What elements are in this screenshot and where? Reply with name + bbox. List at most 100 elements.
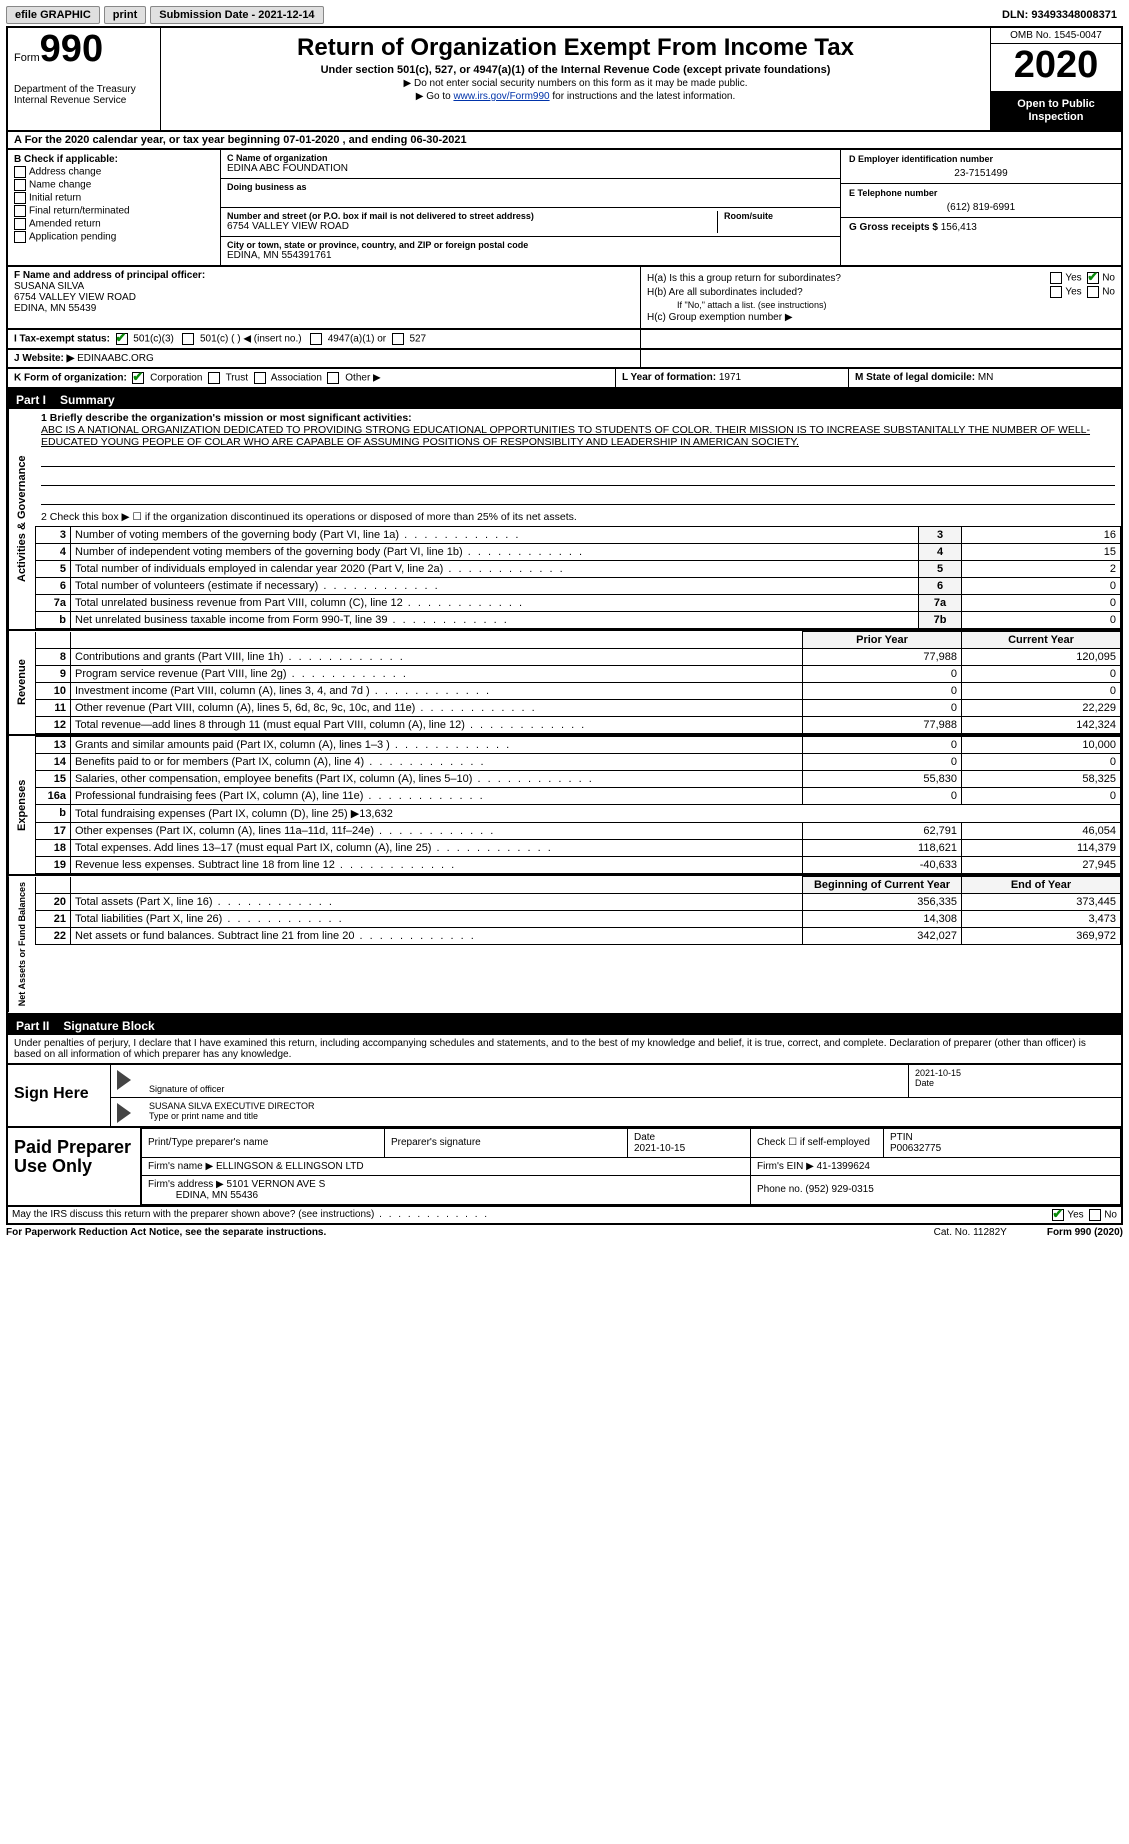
cb-association[interactable] <box>254 372 266 384</box>
table-row: 15Salaries, other compensation, employee… <box>36 771 1121 788</box>
cb-4947[interactable] <box>310 333 322 345</box>
row-a-tax-year: A For the 2020 calendar year, or tax yea… <box>6 132 1123 150</box>
ein-value: 23-7151499 <box>849 168 1113 179</box>
form-header: Form990 Department of the Treasury Inter… <box>6 26 1123 132</box>
org-name: EDINA ABC FOUNDATION <box>227 163 834 174</box>
mission-label: 1 Briefly describe the organization's mi… <box>41 412 412 424</box>
table-row: bNet unrelated business taxable income f… <box>36 612 1121 629</box>
city-label: City or town, state or province, country… <box>227 240 834 250</box>
cb-amended-return[interactable] <box>14 218 26 230</box>
hb-no[interactable] <box>1087 286 1099 298</box>
phone-value: (612) 819-6991 <box>849 202 1113 213</box>
cb-trust[interactable] <box>208 372 220 384</box>
table-row: 13Grants and similar amounts paid (Part … <box>36 737 1121 754</box>
cb-initial-return[interactable] <box>14 192 26 204</box>
tax-year: 2020 <box>991 44 1121 92</box>
firm-addr1: 5101 VERNON AVE S <box>227 1179 326 1190</box>
expenses-table: 13Grants and similar amounts paid (Part … <box>35 736 1121 874</box>
sign-here-label: Sign Here <box>8 1065 111 1126</box>
table-row: 4Number of independent voting members of… <box>36 544 1121 561</box>
declaration-text: Under penalties of perjury, I declare th… <box>6 1035 1123 1065</box>
officer-addr2: EDINA, MN 55439 <box>14 303 96 314</box>
instructions-link[interactable]: www.irs.gov/Form990 <box>453 91 549 102</box>
officer-name: SUSANA SILVA <box>14 281 84 292</box>
cb-final-return[interactable] <box>14 205 26 217</box>
table-row: 8Contributions and grants (Part VIII, li… <box>36 649 1121 666</box>
form-subtitle: Under section 501(c), 527, or 4947(a)(1)… <box>169 64 982 76</box>
f-h-block: F Name and address of principal officer:… <box>6 267 1123 330</box>
firm-addr2: EDINA, MN 55436 <box>176 1190 258 1201</box>
table-row: 7aTotal unrelated business revenue from … <box>36 595 1121 612</box>
paperwork-notice: For Paperwork Reduction Act Notice, see … <box>6 1227 326 1238</box>
discuss-row: May the IRS discuss this return with the… <box>6 1207 1123 1225</box>
officer-label: F Name and address of principal officer: <box>14 270 205 281</box>
governance-table: 3Number of voting members of the governi… <box>35 526 1121 629</box>
table-row: 11Other revenue (Part VIII, column (A), … <box>36 700 1121 717</box>
table-row: bTotal fundraising expenses (Part IX, co… <box>36 805 1121 823</box>
cb-application-pending[interactable] <box>14 231 26 243</box>
cb-501c3[interactable] <box>116 333 128 345</box>
table-row: 5Total number of individuals employed in… <box>36 561 1121 578</box>
cb-name-change[interactable] <box>14 179 26 191</box>
table-row: 3Number of voting members of the governi… <box>36 527 1121 544</box>
tab-expenses: Expenses <box>8 736 35 874</box>
col-b-title: B Check if applicable: <box>14 154 118 165</box>
preparer-date: 2021-10-15 <box>634 1143 685 1154</box>
signature-arrow-icon <box>117 1070 131 1090</box>
part-i-header: Part ISummary <box>6 389 1123 409</box>
row-j: J Website: ▶ EDINAABC.ORG <box>6 350 1123 369</box>
gross-receipts-value: 156,413 <box>941 222 977 233</box>
efile-button[interactable]: efile GRAPHIC <box>6 6 100 24</box>
part-i-expenses: Expenses 13Grants and similar amounts pa… <box>6 736 1123 876</box>
cb-501c[interactable] <box>182 333 194 345</box>
preparer-name-label: Print/Type preparer's name <box>148 1137 268 1148</box>
mission-text: ABC IS A NATIONAL ORGANIZATION DEDICATED… <box>41 424 1090 448</box>
form-title: Return of Organization Exempt From Incom… <box>169 34 982 62</box>
gross-receipts-label: G Gross receipts $ <box>849 222 938 233</box>
part-i-governance: Activities & Governance 1 Briefly descri… <box>6 409 1123 631</box>
col-b-checkboxes: B Check if applicable: Address change Na… <box>8 150 221 265</box>
cb-527[interactable] <box>392 333 404 345</box>
typed-name: SUSANA SILVA EXECUTIVE DIRECTOR <box>149 1101 315 1111</box>
cat-number: Cat. No. 11282Y <box>934 1227 1007 1238</box>
page-footer: For Paperwork Reduction Act Notice, see … <box>6 1227 1123 1238</box>
table-row: 17Other expenses (Part IX, column (A), l… <box>36 823 1121 840</box>
self-employed-check[interactable]: Check ☐ if self-employed <box>757 1137 870 1148</box>
ha-no[interactable] <box>1087 272 1099 284</box>
cb-address-change[interactable] <box>14 166 26 178</box>
org-name-label: C Name of organization <box>227 153 834 163</box>
form-word: Form <box>14 52 40 64</box>
discuss-yes[interactable] <box>1052 1209 1064 1221</box>
dln-label: DLN: 93493348008371 <box>996 7 1123 23</box>
omb-number: OMB No. 1545-0047 <box>991 28 1121 44</box>
dba-label: Doing business as <box>227 182 834 192</box>
firm-phone: (952) 929-0315 <box>805 1184 873 1195</box>
table-row: 10Investment income (Part VIII, column (… <box>36 683 1121 700</box>
sig-date: 2021-10-15 <box>915 1068 961 1078</box>
discuss-no[interactable] <box>1089 1209 1101 1221</box>
tab-net-assets: Net Assets or Fund Balances <box>8 876 35 1012</box>
hb-yes[interactable] <box>1050 286 1062 298</box>
net-assets-table: Beginning of Current YearEnd of Year 20T… <box>35 876 1121 945</box>
table-row: 16aProfessional fundraising fees (Part I… <box>36 788 1121 805</box>
street-value: 6754 VALLEY VIEW ROAD <box>227 221 717 232</box>
row-i: I Tax-exempt status: 501(c)(3) 501(c) ( … <box>6 330 1123 350</box>
cb-other[interactable] <box>327 372 339 384</box>
sig-officer-label: Signature of officer <box>149 1084 224 1094</box>
part-i-revenue: Revenue Prior YearCurrent Year 8Contribu… <box>6 631 1123 736</box>
firm-ein: 41-1399624 <box>817 1161 870 1172</box>
line-2: 2 Check this box ▶ ☐ if the organization… <box>35 508 1121 526</box>
table-row: 6Total number of volunteers (estimate if… <box>36 578 1121 595</box>
ha-yes[interactable] <box>1050 272 1062 284</box>
h-c-question: H(c) Group exemption number ▶ <box>647 312 793 323</box>
row-k: K Form of organization: Corporation Trus… <box>6 369 1123 389</box>
h-b-note: If "No," attach a list. (see instruction… <box>677 300 1115 310</box>
print-button[interactable]: print <box>104 6 146 24</box>
discuss-question: May the IRS discuss this return with the… <box>12 1209 489 1220</box>
ssn-note: Do not enter social security numbers on … <box>169 78 982 89</box>
cb-corporation[interactable] <box>132 372 144 384</box>
website-value: EDINAABC.ORG <box>77 353 154 364</box>
submission-date: Submission Date - 2021-12-14 <box>150 6 323 24</box>
signature-block: Sign Here Signature of officer 2021-10-1… <box>6 1065 1123 1128</box>
part-i-netassets: Net Assets or Fund Balances Beginning of… <box>6 876 1123 1014</box>
